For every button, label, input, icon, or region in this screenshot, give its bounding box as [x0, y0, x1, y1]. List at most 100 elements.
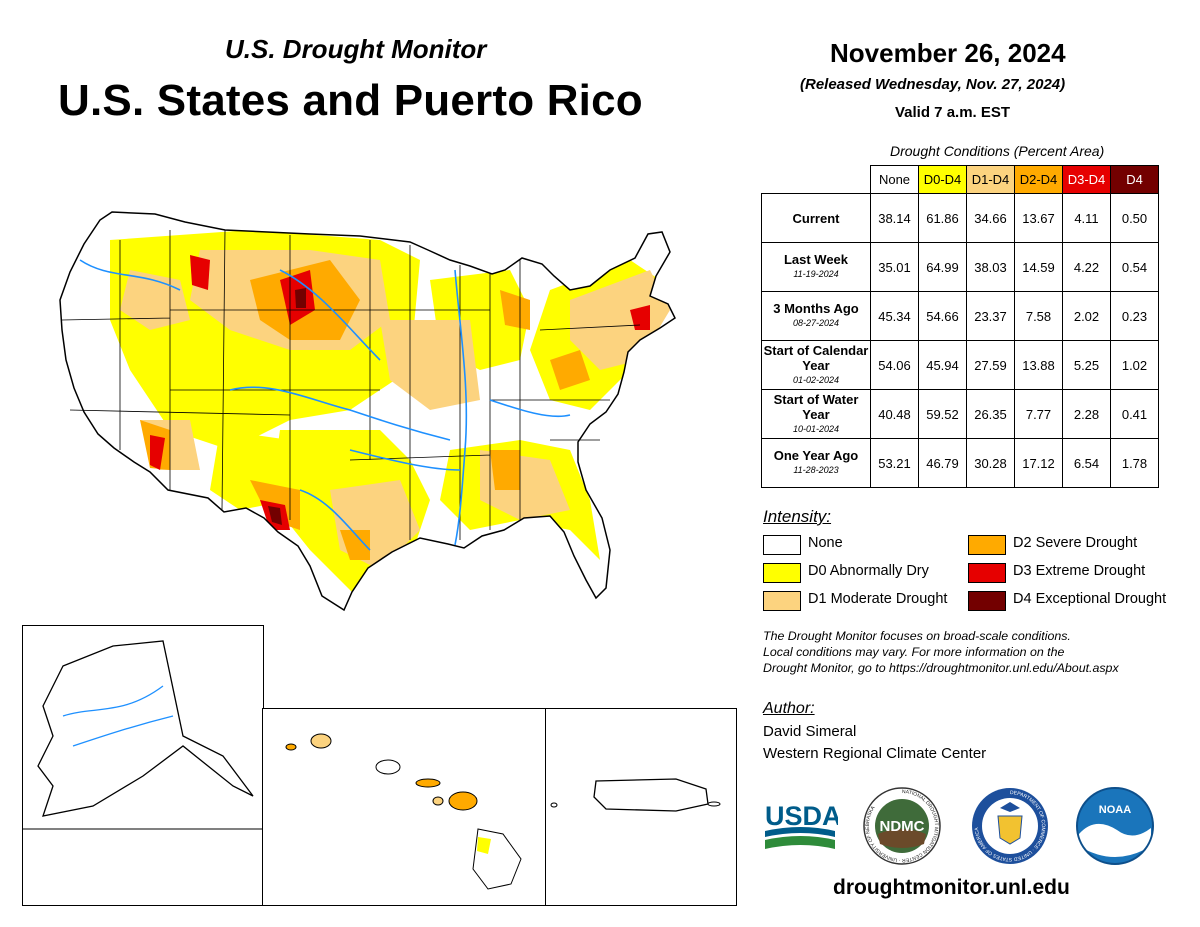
site-url[interactable]: droughtmonitor.unl.edu	[833, 876, 1070, 899]
cell-value: 40.48	[870, 389, 919, 439]
cell-value: 1.02	[1110, 340, 1159, 390]
cell-value: 17.12	[1014, 438, 1063, 488]
cell-value: 2.28	[1062, 389, 1111, 439]
conus-drought-map	[59, 211, 676, 612]
cell-value: 26.35	[966, 389, 1015, 439]
cell-value: 0.41	[1110, 389, 1159, 439]
cell-value: 14.59	[1014, 242, 1063, 292]
cell-value: 5.25	[1062, 340, 1111, 390]
legend-swatch-d4	[968, 591, 1006, 611]
cell-value: 54.06	[870, 340, 919, 390]
puerto-rico-map	[550, 778, 721, 812]
row-label: Last Week 11-19-2024	[761, 242, 871, 292]
alaska-map	[23, 640, 263, 830]
header-d3-d4: D3-D4	[1062, 165, 1111, 194]
cell-value: 38.14	[870, 193, 919, 243]
cell-value: 13.67	[1014, 193, 1063, 243]
row-date: 08-27-2024	[792, 318, 840, 328]
legend-label-d4: D4 Exceptional Drought	[1013, 591, 1167, 607]
cell-value: 34.66	[966, 193, 1015, 243]
table-header-row: None D0-D4 D1-D4 D2-D4 D3-D4 D4	[762, 165, 1159, 194]
note-line: Local conditions may vary. For more info…	[763, 645, 1065, 659]
table-row: One Year Ago 11-28-2023 53.21 46.79 30.28…	[761, 438, 1159, 488]
table-row: Start of Calendar Year 01-02-2024 54.06 4…	[761, 340, 1159, 390]
conditions-table: None D0-D4 D1-D4 D2-D4 D3-D4 D4 Current …	[761, 165, 1159, 488]
row-label: Current	[761, 193, 871, 243]
legend-swatch-d3	[968, 563, 1006, 583]
cell-value: 2.02	[1062, 291, 1111, 341]
cell-value: 35.01	[870, 242, 919, 292]
author-title: Author:	[763, 700, 815, 717]
cell-value: 61.86	[918, 193, 967, 243]
cell-value: 7.58	[1014, 291, 1063, 341]
map-date: November 26, 2024	[830, 38, 1066, 68]
header-none: None	[870, 165, 919, 194]
legend-label-d1: D1 Moderate Drought	[808, 591, 948, 607]
usda-logo: USDA	[763, 795, 842, 855]
row-date: 11-19-2024	[793, 269, 839, 279]
note-line: Drought Monitor, go to https://droughtmo…	[763, 661, 1119, 675]
legend-swatch-d1	[763, 591, 801, 611]
legend-swatch-d2	[968, 535, 1006, 555]
row-date: 01-02-2024	[792, 374, 840, 385]
cell-value: 53.21	[870, 438, 919, 488]
row-date: 11-28-2023	[793, 465, 839, 475]
header-blank-cell	[762, 166, 871, 194]
monitor-note: The Drought Monitor focuses on broad-sca…	[763, 628, 1183, 676]
cell-value: 7.77	[1014, 389, 1063, 439]
valid-time: Valid 7 a.m. EST	[895, 104, 1011, 121]
table-row: Last Week 11-19-2024 35.01 64.99 38.03 14…	[761, 242, 1159, 292]
cell-value: 6.54	[1062, 438, 1111, 488]
ndmc-logo: NDMC NATIONAL DROUGHT MITIGATION CENTER …	[862, 786, 942, 866]
release-date: (Released Wednesday, Nov. 27, 2024)	[800, 76, 1066, 93]
alaska-inset	[22, 625, 264, 906]
header-d1-d4: D1-D4	[966, 165, 1015, 194]
cell-value: 0.54	[1110, 242, 1159, 292]
hawaii-map	[285, 733, 522, 890]
conditions-caption: Drought Conditions (Percent Area)	[890, 143, 1105, 159]
cell-value: 4.22	[1062, 242, 1111, 292]
ndmc-logo-text: NDMC	[880, 818, 925, 835]
cell-value: 54.66	[918, 291, 967, 341]
row-label: Start of Calendar Year 01-02-2024	[761, 340, 871, 390]
legend-label-d2: D2 Severe Drought	[1013, 535, 1138, 551]
cell-value: 45.34	[870, 291, 919, 341]
monitor-subtitle: U.S. Drought Monitor	[225, 34, 487, 64]
author-org: Western Regional Climate Center	[763, 745, 987, 762]
cell-value: 1.78	[1110, 438, 1159, 488]
row-label: One Year Ago 11-28-2023	[761, 438, 871, 488]
header-d4: D4	[1110, 165, 1159, 194]
legend-label-d3: D3 Extreme Drought	[1013, 563, 1146, 579]
table-row: 3 Months Ago 08-27-2024 45.34 54.66 23.37…	[761, 291, 1159, 341]
legend-swatch-none	[763, 535, 801, 555]
cell-value: 23.37	[966, 291, 1015, 341]
cell-value: 0.23	[1110, 291, 1159, 341]
legend-title: Intensity:	[763, 507, 832, 526]
header-d0-d4: D0-D4	[918, 165, 967, 194]
hawaii-inset	[262, 708, 547, 906]
puerto-rico-inset	[545, 708, 737, 906]
legend-swatch-d0	[763, 563, 801, 583]
cell-value: 64.99	[918, 242, 967, 292]
usda-logo-text: USDA	[765, 801, 838, 831]
header-d2-d4: D2-D4	[1014, 165, 1063, 194]
row-date: 10-01-2024	[792, 423, 840, 434]
noaa-logo: NOAA	[1075, 786, 1155, 866]
note-line: The Drought Monitor focuses on broad-sca…	[763, 629, 1071, 643]
noaa-logo-text: NOAA	[1099, 804, 1131, 816]
cell-value: 38.03	[966, 242, 1015, 292]
commerce-seal-logo: DEPARTMENT OF COMMERCE · UNITED STATES O…	[970, 786, 1050, 866]
legend-label-d0: D0 Abnormally Dry	[808, 563, 929, 579]
cell-value: 59.52	[918, 389, 967, 439]
cell-value: 27.59	[966, 340, 1015, 390]
row-label: 3 Months Ago 08-27-2024	[761, 291, 871, 341]
cell-value: 45.94	[918, 340, 967, 390]
cell-value: 46.79	[918, 438, 967, 488]
table-row: Start of Water Year 10-01-2024 40.48 59.5…	[761, 389, 1159, 439]
table-row: Current 38.14 61.86 34.66 13.67 4.11 0.5…	[761, 193, 1159, 243]
cell-value: 30.28	[966, 438, 1015, 488]
map-title: U.S. States and Puerto Rico	[58, 76, 643, 125]
cell-value: 13.88	[1014, 340, 1063, 390]
legend-label-none: None	[808, 535, 843, 551]
cell-value: 4.11	[1062, 193, 1111, 243]
